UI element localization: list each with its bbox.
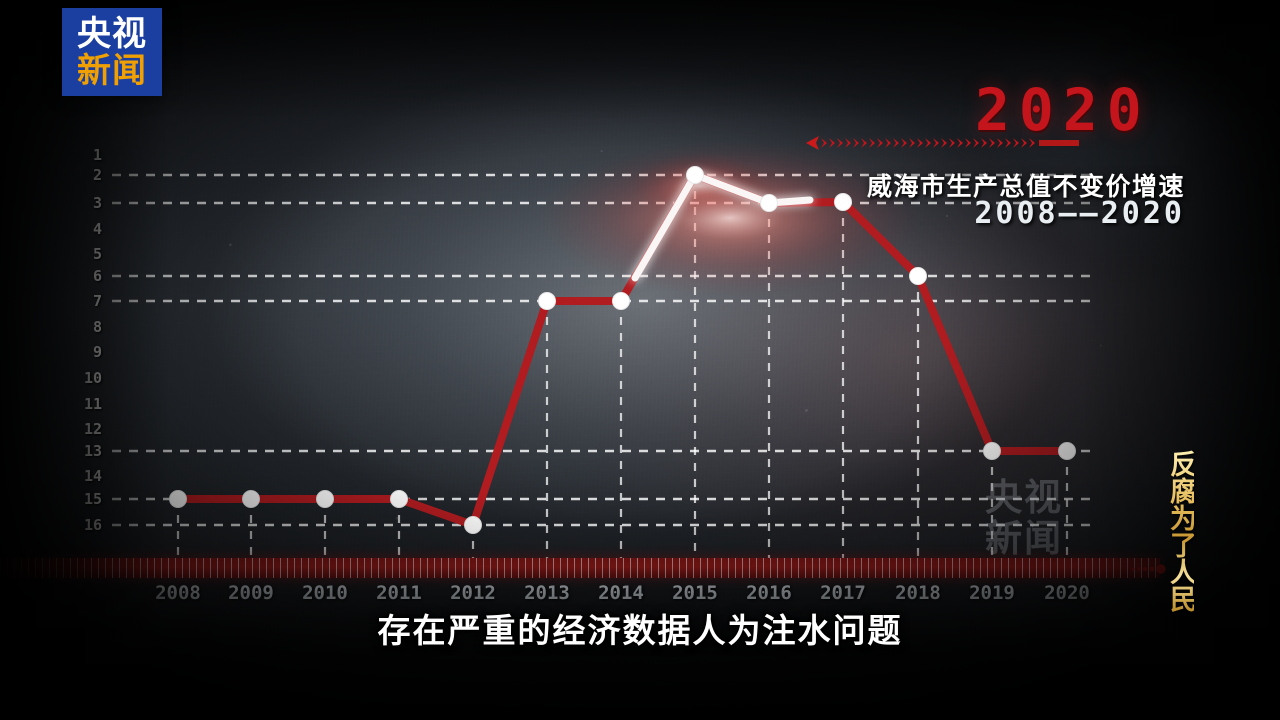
watermark-line2: 新闻 [985, 517, 1063, 560]
x-tick-label: 2017 [820, 582, 866, 604]
x-tick-label: 2009 [228, 582, 274, 604]
data-point [983, 442, 1001, 460]
data-point [390, 490, 408, 508]
logo-line1: 央视 [77, 13, 147, 54]
x-tick-label: 2018 [895, 582, 941, 604]
y-tick-label: 4 [92, 220, 102, 238]
y-tick-label: 14 [83, 467, 102, 485]
data-point [834, 193, 852, 211]
x-tick-label: 2013 [524, 582, 570, 604]
data-point [316, 490, 334, 508]
y-tick-label: 9 [92, 343, 102, 361]
x-tick-label: 2011 [376, 582, 422, 604]
y-tick-label: 16 [83, 516, 102, 534]
logo-line2: 新闻 [77, 50, 147, 91]
x-tick-label: 2012 [450, 582, 496, 604]
data-point [686, 166, 704, 184]
x-tick-label: 2020 [1044, 582, 1090, 604]
peak-lens-flare-core [630, 152, 770, 220]
data-point [169, 490, 187, 508]
x-tick-label: 2010 [302, 582, 348, 604]
y-tick-label: 13 [83, 442, 102, 460]
x-tick-label: 2019 [969, 582, 1015, 604]
chart-subtitle: 2008——2020 [974, 196, 1185, 231]
data-point [464, 516, 482, 534]
chart-title: 威海市生产总值不变价增速 [866, 172, 1185, 201]
data-point [612, 292, 630, 310]
x-tick-label: 2015 [672, 582, 718, 604]
data-point [760, 194, 778, 212]
data-point [242, 490, 260, 508]
cctv-watermark: 央视 新闻 [968, 472, 1080, 564]
y-tick-label: 8 [92, 318, 102, 336]
watermark-line1: 央视 [985, 476, 1063, 519]
y-tick-label: 7 [92, 292, 102, 310]
y-tick-label: 6 [92, 267, 102, 285]
y-tick-label: 5 [92, 245, 102, 263]
y-axis-labels: 1 2 3 4 5 6 7 8 9 10 11 12 13 14 15 16 [78, 146, 102, 540]
big-year-heading: 2020 [975, 76, 1151, 144]
data-point [1058, 442, 1076, 460]
y-tick-label: 11 [83, 395, 102, 413]
x-tick-label: 2014 [598, 582, 644, 604]
y-tick-label: 10 [83, 369, 102, 387]
left-arrow-icon [806, 136, 1079, 150]
y-tick-label: 15 [83, 490, 102, 508]
x-tick-label: 2008 [155, 582, 201, 604]
y-tick-label: 12 [83, 420, 102, 438]
vertical-slogan: 反腐为了人民 [1160, 450, 1196, 612]
y-tick-label: 2 [92, 166, 102, 184]
data-point [909, 267, 927, 285]
y-tick-label: 1 [92, 146, 102, 164]
cctv-news-logo: 央视 新闻 [62, 8, 162, 96]
y-tick-label: 3 [92, 194, 102, 212]
x-tick-label: 2016 [746, 582, 792, 604]
subtitle-caption: 存在严重的经济数据人为注水问题 [377, 611, 903, 650]
data-point [538, 292, 556, 310]
